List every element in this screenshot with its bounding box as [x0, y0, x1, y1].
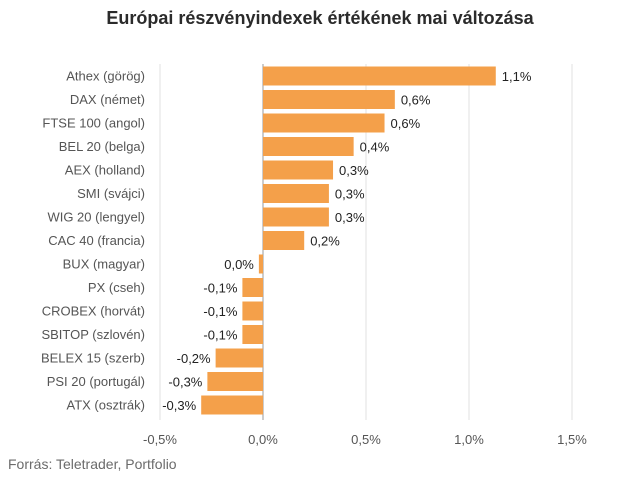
category-label: PSI 20 (portugál) — [47, 374, 145, 389]
bar — [263, 160, 334, 180]
bar — [242, 301, 263, 321]
value-label: -0,3% — [162, 398, 196, 413]
bar — [263, 90, 395, 109]
x-tick-label: 0,5% — [351, 432, 381, 447]
value-label: 0,3% — [335, 210, 365, 225]
label-layer: -0,5% 0,0% 0,5% 1,0% 1,5% Athex (görög) 1,1% DA… — [41, 69, 587, 448]
value-label: 0,6% — [391, 116, 421, 131]
value-label: 0,2% — [310, 234, 340, 249]
category-label: ATX (osztrák) — [67, 398, 146, 413]
bar — [263, 207, 329, 227]
value-label: 0,3% — [339, 163, 369, 178]
value-label: -0,1% — [203, 304, 237, 319]
source-note: Forrás: Teletrader, Portfolio — [8, 456, 177, 472]
category-label: CAC 40 (francia) — [48, 233, 145, 248]
bar — [201, 395, 263, 415]
category-label: BUX (magyar) — [63, 257, 145, 272]
category-label: FTSE 100 (angol) — [42, 116, 145, 131]
x-tick-label: -0,5% — [143, 432, 177, 447]
bar — [207, 372, 263, 391]
category-label: CROBEX (horvát) — [42, 304, 145, 319]
bar — [263, 113, 385, 133]
bar — [263, 137, 354, 156]
bar — [242, 278, 263, 297]
category-label: SBITOP (szlovén) — [41, 327, 145, 342]
category-label: DAX (német) — [70, 92, 145, 107]
x-tick-label: 1,5% — [557, 432, 587, 447]
chart-title: Európai részvényindexek értékének mai vá… — [106, 8, 534, 28]
category-label: Athex (görög) — [66, 69, 145, 84]
bar — [263, 184, 329, 203]
bar — [242, 325, 263, 344]
value-label: 0,3% — [335, 187, 365, 202]
value-label: 0,4% — [360, 140, 390, 155]
bar — [258, 254, 263, 274]
bar-layer — [201, 66, 496, 415]
value-label: 0,6% — [401, 93, 431, 108]
value-label: 1,1% — [502, 69, 532, 84]
category-label: AEX (holland) — [65, 163, 145, 178]
value-label: 0,0% — [224, 257, 254, 272]
category-label: PX (cseh) — [88, 280, 145, 295]
bar — [263, 66, 496, 86]
bar — [263, 231, 305, 250]
x-tick-label: 1,0% — [454, 432, 484, 447]
category-label: SMI (svájci) — [77, 186, 145, 201]
bar — [215, 348, 263, 368]
value-label: -0,3% — [168, 375, 202, 390]
value-label: -0,1% — [203, 328, 237, 343]
category-label: WIG 20 (lengyel) — [47, 210, 145, 225]
x-tick-label: 0,0% — [248, 432, 278, 447]
value-label: -0,1% — [203, 281, 237, 296]
category-label: BELEX 15 (szerb) — [41, 351, 145, 366]
value-label: -0,2% — [177, 351, 211, 366]
category-label: BEL 20 (belga) — [59, 139, 145, 154]
